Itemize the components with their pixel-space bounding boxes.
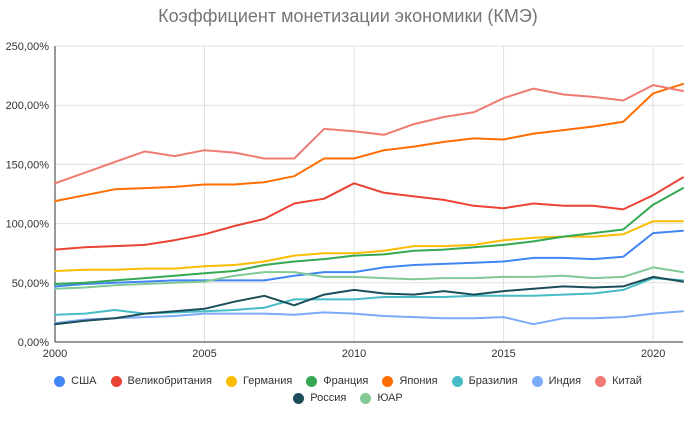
legend-marker-icon (306, 375, 318, 387)
legend-marker-icon (531, 375, 543, 387)
y-tick-label: 200,00% (6, 100, 50, 112)
legend-item-0[interactable]: США (54, 375, 97, 387)
legend-label: Россия (310, 392, 347, 404)
legend-item-9[interactable]: ЮАР (360, 392, 403, 404)
legend-item-7[interactable]: Китай (595, 375, 642, 387)
series-line-3 (54, 187, 684, 285)
legend-label: ЮАР (377, 392, 403, 404)
legend-item-1[interactable]: Великобритания (110, 375, 212, 387)
legend-row-0: США Великобритания Германия Франция Япония Бр… (0, 375, 696, 387)
y-tick-label: 150,00% (6, 159, 50, 171)
y-tick-label: 50,00% (12, 278, 50, 290)
legend-marker-icon (382, 375, 394, 387)
x-tick-label: 2000 (43, 348, 67, 360)
x-tick-label: 2015 (491, 348, 515, 360)
legend-item-2[interactable]: Германия (225, 375, 293, 387)
series-line-6 (54, 310, 684, 326)
series-line-4 (54, 82, 684, 203)
legend-marker-icon (595, 375, 607, 387)
series-line-8 (54, 275, 684, 326)
legend-marker-icon (360, 392, 372, 404)
gridlines (55, 45, 683, 342)
legend: США Великобритания Германия Франция Япония Бр… (0, 375, 696, 409)
legend-marker-icon (293, 392, 305, 404)
x-tick-label: 2020 (641, 348, 665, 360)
x-tick-label: 2005 (192, 348, 216, 360)
legend-item-4[interactable]: Япония (382, 375, 438, 387)
legend-label: Китай (612, 375, 642, 387)
legend-marker-icon (110, 375, 122, 387)
chart-title: Коэффициент монетизации экономики (КМЭ) (158, 6, 538, 26)
line-chart: 0,00% 50,00% 100,00% 150,00% 200,00% 250,00% 2… (6, 41, 684, 360)
series-line-7 (54, 84, 684, 185)
legend-label: Франция (323, 375, 369, 387)
legend-marker-icon (225, 375, 237, 387)
x-tick-label: 2010 (342, 348, 366, 360)
legend-label: Германия (242, 375, 293, 387)
legend-label: Великобритания (127, 375, 212, 387)
legend-item-6[interactable]: Индия (531, 375, 582, 387)
series-lines (54, 82, 684, 326)
legend-item-3[interactable]: Франция (306, 375, 368, 387)
legend-label: Бразилия (468, 375, 518, 387)
y-tick-label: 0,00% (18, 337, 49, 349)
axes: 0,00% 50,00% 100,00% 150,00% 200,00% 250,00% 2… (6, 41, 683, 360)
series-line-0 (54, 229, 684, 288)
y-tick-label: 100,00% (6, 219, 50, 231)
series-line-1 (54, 176, 684, 251)
series-line-9 (54, 266, 684, 290)
series-line-2 (54, 220, 684, 272)
legend-label: Япония (399, 375, 438, 387)
y-tick-label: 250,00% (6, 41, 50, 53)
legend-label: США (71, 375, 97, 387)
legend-marker-icon (54, 375, 66, 387)
legend-item-8[interactable]: Россия (293, 392, 346, 404)
legend-marker-icon (451, 375, 463, 387)
legend-row-1: Россия ЮАР (0, 392, 696, 404)
legend-item-5[interactable]: Бразилия (451, 375, 518, 387)
legend-label: Индия (548, 375, 582, 387)
